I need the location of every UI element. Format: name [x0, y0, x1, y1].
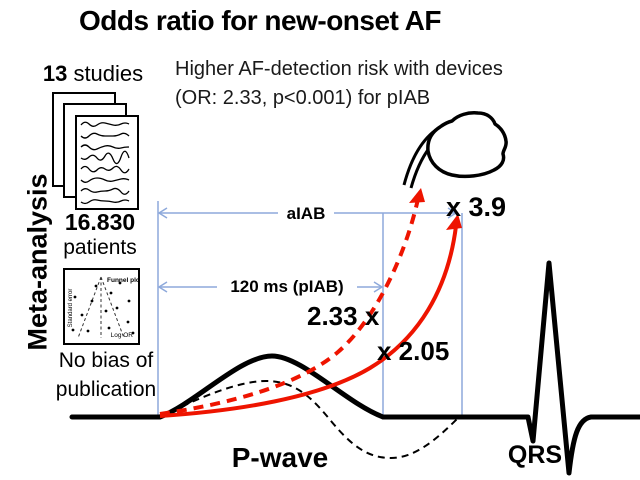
patients-word: patients — [63, 236, 137, 259]
ecg-paper-lines-icon — [80, 121, 130, 205]
patients-count: 16.830 — [64, 209, 136, 235]
funnel-y-label: Standard error — [68, 289, 74, 328]
risk-arrow-dashed — [159, 188, 425, 416]
funnel-dashed-lines — [77, 276, 125, 339]
page-title: Odds ratio for new-onset AF — [79, 5, 441, 36]
paper-page-front — [75, 115, 139, 210]
no-bias-line2: publication — [55, 378, 157, 401]
funnel-plot-thumbnail: Funnel plot Log OR Standard error — [63, 268, 143, 345]
boundary-lines — [157, 201, 463, 417]
or-value-aiab: x 3.9 — [446, 192, 507, 222]
aiab-range-label: aIAB — [278, 204, 334, 224]
studies-word: studies — [67, 61, 144, 86]
risk-arrow-solid — [159, 214, 462, 418]
patients-count-block: 16.830 patients — [40, 209, 160, 260]
pacemaker-icon — [402, 111, 508, 189]
studies-count: 13 — [42, 61, 68, 86]
no-bias-caption: No bias of publication — [33, 346, 179, 404]
p-wave-label: P-wave — [231, 442, 329, 473]
pacemaker-body-icon — [426, 111, 508, 179]
funnel-title: Funnel plot — [107, 277, 138, 284]
headline-line1: Higher AF-detection risk with devices — [175, 58, 503, 80]
headline-line2: (OR: 2.33, p<0.001) for pIAB — [175, 87, 431, 109]
funnel-scatter-dots — [71, 281, 135, 335]
or-value-piab-solid: x 2.05 — [377, 336, 450, 366]
piab-range-label: 120 ms (pIAB) — [217, 277, 357, 297]
funnel-x-label: Log OR — [111, 332, 134, 339]
no-bias-line1: No bias of — [58, 349, 154, 372]
biphasic-p-wave-trace — [159, 379, 459, 460]
qrs-label: QRS — [507, 441, 563, 469]
or-value-piab-dashed: 2.33 x — [307, 301, 380, 331]
studies-count-line: 13 studies — [28, 61, 158, 87]
